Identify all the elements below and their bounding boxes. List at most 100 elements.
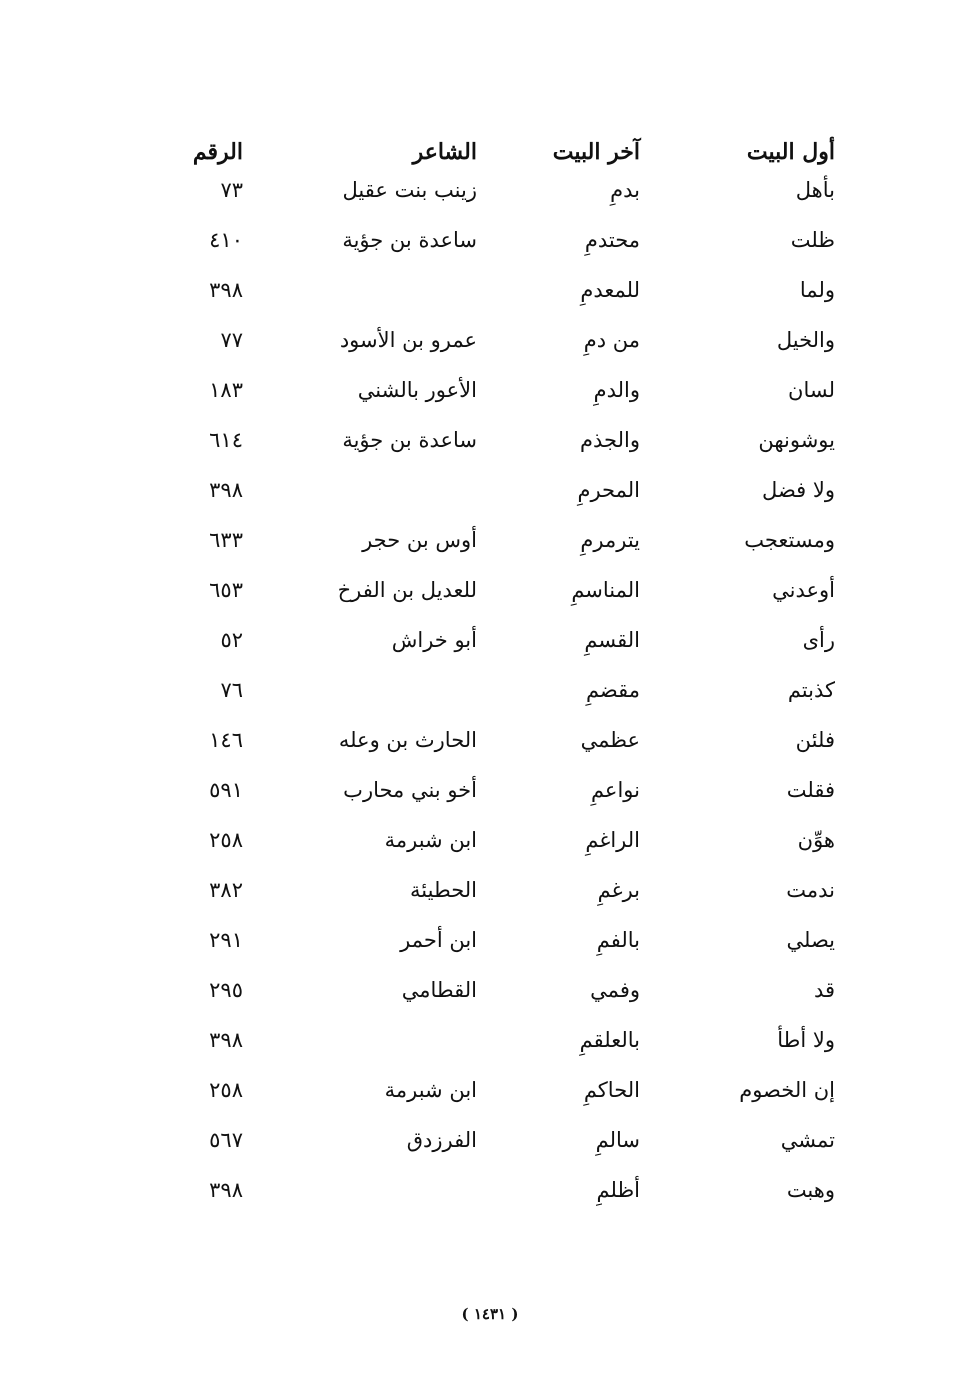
number-cell: ٣٩٨	[209, 478, 243, 502]
page-number: ( ١٤٣١ )	[461, 1305, 519, 1323]
poet-cell: ابن شبرمة	[384, 1078, 477, 1102]
table-row: فقلت نواعمِ أخو بني محارب ٥٩١	[0, 770, 955, 810]
first-verse-cell: ندمت	[786, 878, 835, 902]
last-verse-cell: الراغمِ	[585, 828, 640, 852]
first-verse-cell: وهبت	[786, 1178, 835, 1202]
last-verse-cell: يترمرمِ	[580, 528, 640, 552]
number-cell: ٣٩٨	[209, 1178, 243, 1202]
table-header: أول البيت آخر البيت الشاعر الرقم	[0, 132, 955, 172]
number-cell: ٣٩٨	[209, 1028, 243, 1052]
poet-cell: زينب بنت عقيل	[342, 178, 478, 202]
table-row: ظلت محتدمِ ساعدة بن جؤية ٤١٠	[0, 220, 955, 260]
number-cell: ٥٩١	[209, 778, 243, 802]
number-cell: ٧٧	[220, 328, 243, 352]
table-row: ولا أطأ بالعلقمِ ٣٩٨	[0, 1020, 955, 1060]
poet-cell: الحطيئة	[410, 878, 477, 902]
last-verse-cell: والدمِ	[593, 378, 640, 402]
table-row: ومستعجب يترمرمِ أوس بن حجر ٦٣٣	[0, 520, 955, 560]
last-verse-cell: برغمِ	[597, 878, 640, 902]
first-verse-cell: كذبتم	[787, 678, 835, 702]
number-cell: ٤١٠	[209, 228, 243, 252]
first-verse-cell: قد	[813, 978, 835, 1002]
poet-cell: للعديل بن الفرخ	[337, 578, 477, 602]
number-cell: ٣٩٨	[209, 278, 243, 302]
poet-cell: الفرزدق	[406, 1128, 477, 1152]
first-verse-cell: ظلت	[790, 228, 835, 252]
first-verse-cell: لسان	[788, 378, 835, 402]
number-cell: ٢٩٥	[209, 978, 243, 1002]
last-verse-cell: محتدمِ	[584, 228, 640, 252]
first-verse-cell: ولا أطأ	[777, 1028, 835, 1052]
number-cell: ٢٥٨	[209, 828, 243, 852]
last-verse-cell: بالعلقمِ	[579, 1028, 640, 1052]
last-verse-cell: بالفمِ	[596, 928, 640, 952]
last-verse-cell: وفمي	[590, 978, 640, 1002]
poet-cell: ساعدة بن جؤية	[342, 428, 477, 452]
last-verse-cell: من دمِ	[583, 328, 640, 352]
table-row: هوِّن الراغمِ ابن شبرمة ٢٥٨	[0, 820, 955, 860]
poet-cell: ساعدة بن جؤية	[342, 228, 477, 252]
last-verse-cell: القسمِ	[584, 628, 640, 652]
header-number: الرقم	[192, 139, 243, 165]
poet-cell: أخو بني محارب	[343, 778, 477, 802]
first-verse-cell: أوعدني	[772, 578, 835, 602]
first-verse-cell: رأى	[802, 628, 835, 652]
header-last-verse: آخر البيت	[552, 139, 640, 165]
number-cell: ٥٢	[220, 628, 243, 652]
last-verse-cell: بدمِ	[610, 178, 640, 202]
table-row: لسان والدمِ الأعور بالشني ١٨٣	[0, 370, 955, 410]
last-verse-cell: نواعمِ	[590, 778, 640, 802]
poet-cell: أبو خراش	[391, 628, 477, 652]
number-cell: ٢٥٨	[209, 1078, 243, 1102]
last-verse-cell: عظمي	[580, 728, 640, 752]
table-row: يصلي بالفمِ ابن أحمر ٢٩١	[0, 920, 955, 960]
table-row: والخيل من دمِ عمرو بن الأسود ٧٧	[0, 320, 955, 360]
table-row: بأهل بدمِ زينب بنت عقيل ٧٣	[0, 170, 955, 210]
table-row: فلئن عظمي الحارث بن وعله ١٤٦	[0, 720, 955, 760]
first-verse-cell: ولما	[799, 278, 835, 302]
number-cell: ٢٩١	[209, 928, 243, 952]
poet-cell: ابن شبرمة	[384, 828, 477, 852]
last-verse-cell: سالمِ	[595, 1128, 640, 1152]
number-cell: ٦٥٣	[209, 578, 243, 602]
last-verse-cell: للمعدمِ	[580, 278, 640, 302]
poet-cell: الأعور بالشني	[357, 378, 477, 402]
first-verse-cell: ولا فضل	[762, 478, 835, 502]
table-row: وهبت أظلمِ ٣٩٨	[0, 1170, 955, 1210]
poet-cell: القطامي	[401, 978, 477, 1002]
poet-cell: عمرو بن الأسود	[339, 328, 477, 352]
table-row: إن الخصوم الحاكمِ ابن شبرمة ٢٥٨	[0, 1070, 955, 1110]
first-verse-cell: ومستعجب	[744, 528, 835, 552]
first-verse-cell: فلئن	[795, 728, 835, 752]
poet-cell: الحارث بن وعله	[338, 728, 477, 752]
last-verse-cell: مقضمِ	[585, 678, 640, 702]
last-verse-cell: المحرمِ	[577, 478, 640, 502]
table-row: يوشونهن والجذم ساعدة بن جؤية ٦١٤	[0, 420, 955, 460]
table-row: تمشي سالمِ الفرزدق ٥٦٧	[0, 1120, 955, 1160]
table-row: رأى القسمِ أبو خراش ٥٢	[0, 620, 955, 660]
first-verse-cell: والخيل	[776, 328, 835, 352]
table-row: أوعدني المناسمِ للعديل بن الفرخ ٦٥٣	[0, 570, 955, 610]
table-row: ولما للمعدمِ ٣٩٨	[0, 270, 955, 310]
table-row: ندمت برغمِ الحطيئة ٣٨٢	[0, 870, 955, 910]
number-cell: ٦١٤	[209, 428, 243, 452]
number-cell: ١٨٣	[209, 378, 243, 402]
header-first-verse: أول البيت	[746, 139, 835, 165]
first-verse-cell: بأهل	[795, 178, 835, 202]
first-verse-cell: هوِّن	[797, 828, 835, 852]
first-verse-cell: يوشونهن	[758, 428, 835, 452]
first-verse-cell: تمشي	[780, 1128, 835, 1152]
first-verse-cell: إن الخصوم	[739, 1078, 835, 1102]
number-cell: ١٤٦	[209, 728, 243, 752]
number-cell: ٦٣٣	[209, 528, 243, 552]
number-cell: ٧٦	[220, 678, 243, 702]
number-cell: ٥٦٧	[209, 1128, 243, 1152]
last-verse-cell: المناسمِ	[571, 578, 640, 602]
first-verse-cell: فقلت	[786, 778, 835, 802]
table-row: كذبتم مقضمِ ٧٦	[0, 670, 955, 710]
number-cell: ٧٣	[220, 178, 243, 202]
poet-cell: أوس بن حجر	[362, 528, 477, 552]
table-row: قد وفمي القطامي ٢٩٥	[0, 970, 955, 1010]
poet-cell: ابن أحمر	[400, 928, 477, 952]
first-verse-cell: يصلي	[786, 928, 835, 952]
